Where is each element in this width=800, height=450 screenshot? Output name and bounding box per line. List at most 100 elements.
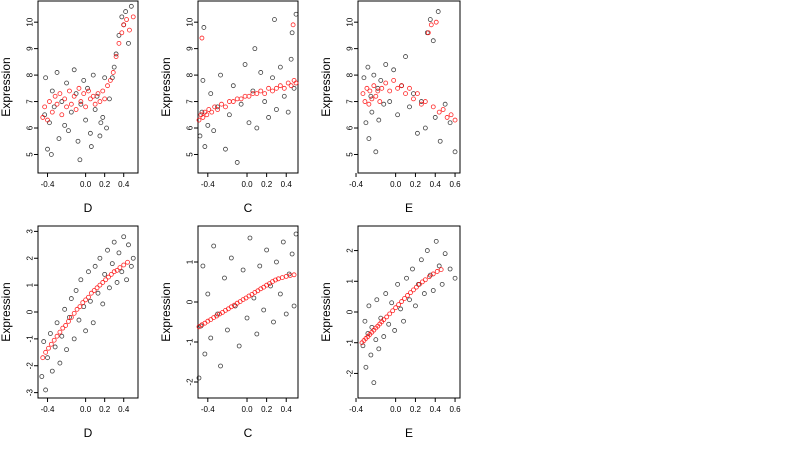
fitted-point bbox=[80, 300, 86, 305]
fitted-point bbox=[209, 109, 215, 115]
observed-point bbox=[391, 67, 397, 73]
observed-point bbox=[202, 351, 208, 357]
observed-point bbox=[268, 283, 273, 289]
observed-point bbox=[271, 319, 276, 325]
observed-point bbox=[59, 99, 65, 104]
fitted-point bbox=[49, 109, 55, 115]
scatter-panel-3: -0.4 0.0 0.2 0.4 0.6 5 6 7 8 9 10 E Expression bbox=[319, 0, 461, 215]
fitted-point bbox=[293, 80, 299, 86]
y-tick-label: 10 bbox=[26, 17, 35, 26]
observed-point bbox=[447, 266, 453, 272]
fitted-point bbox=[403, 91, 408, 97]
fitted-point bbox=[97, 282, 103, 288]
fitted-point bbox=[375, 88, 381, 94]
fitted-point bbox=[366, 101, 372, 107]
observed-point bbox=[234, 160, 240, 165]
observed-point bbox=[49, 88, 55, 94]
observed-point bbox=[98, 120, 104, 126]
observed-point bbox=[274, 259, 279, 265]
observed-point bbox=[403, 54, 408, 59]
fitted-point bbox=[47, 99, 52, 104]
x-axis-label: C bbox=[244, 426, 253, 440]
observed-point bbox=[223, 146, 228, 152]
observed-point bbox=[293, 231, 299, 237]
observed-point bbox=[100, 115, 106, 120]
fitted-point bbox=[422, 277, 428, 283]
observed-point bbox=[376, 346, 382, 352]
observed-point bbox=[116, 250, 122, 256]
plot-frame bbox=[197, 0, 299, 174]
observed-point bbox=[114, 280, 120, 285]
observed-point bbox=[439, 281, 445, 287]
y-tick-label: 1 bbox=[346, 279, 355, 284]
observed-point bbox=[228, 255, 234, 261]
fitted-point bbox=[215, 107, 221, 112]
y-axis-label: Expression bbox=[159, 57, 173, 116]
observed-point bbox=[41, 339, 47, 344]
fitted-point bbox=[373, 93, 379, 99]
fitted-point bbox=[436, 109, 442, 115]
fitted-point bbox=[242, 93, 248, 99]
x-tick-label: -0.4 bbox=[41, 405, 55, 414]
fitted-point bbox=[399, 299, 404, 304]
y-tick-label: 2 bbox=[346, 248, 355, 253]
observed-point bbox=[435, 9, 441, 14]
scatter-panel-2: -0.4 0.0 0.2 0.4 5 6 7 8 9 10 C Expression bbox=[159, 0, 299, 215]
x-tick-label: 0.2 bbox=[99, 180, 111, 189]
observed-point bbox=[281, 93, 287, 99]
fitted-point bbox=[102, 96, 108, 102]
fitted-point bbox=[364, 85, 370, 91]
observed-point bbox=[291, 85, 297, 91]
fitted-point bbox=[387, 88, 393, 94]
fitted-point bbox=[206, 107, 212, 112]
fitted-point bbox=[362, 99, 368, 104]
observed-point bbox=[111, 64, 117, 70]
observed-point bbox=[94, 93, 100, 99]
observed-point bbox=[54, 70, 60, 75]
observed-point bbox=[92, 263, 98, 269]
fitted-point bbox=[377, 99, 383, 104]
fitted-point bbox=[360, 91, 366, 97]
fitted-point bbox=[219, 101, 224, 107]
fitted-point bbox=[402, 296, 407, 301]
observed-point bbox=[369, 109, 375, 115]
fitted-point bbox=[63, 323, 69, 328]
fitted-point bbox=[223, 104, 228, 110]
observed-point bbox=[87, 130, 93, 136]
fitted-point bbox=[411, 96, 416, 102]
observed-point bbox=[413, 303, 418, 309]
observed-series bbox=[361, 9, 458, 155]
observed-point bbox=[383, 291, 389, 296]
fitted-point bbox=[107, 77, 113, 83]
y-tick-label: 9 bbox=[346, 46, 355, 51]
fitted-point bbox=[414, 284, 419, 290]
fitted-point bbox=[78, 99, 84, 104]
fitted-point bbox=[116, 40, 122, 46]
observed-point bbox=[196, 375, 202, 381]
fitted-point bbox=[57, 329, 63, 335]
fitted-point bbox=[73, 107, 79, 112]
fitted-point bbox=[83, 104, 89, 110]
fitted-point bbox=[100, 88, 106, 94]
fitted-point bbox=[124, 17, 129, 22]
fitted-point bbox=[200, 115, 206, 120]
observed-point bbox=[293, 11, 299, 17]
fitted-point bbox=[196, 117, 202, 123]
observed-point bbox=[289, 30, 295, 36]
fitted-point bbox=[430, 104, 436, 110]
observed-point bbox=[71, 67, 77, 73]
observed-point bbox=[258, 70, 264, 75]
observed-series bbox=[39, 234, 136, 393]
observed-point bbox=[277, 64, 283, 70]
fitted-point bbox=[262, 91, 268, 97]
observed-point bbox=[254, 125, 260, 131]
y-tick-label: 8 bbox=[186, 72, 195, 77]
observed-point bbox=[62, 122, 68, 128]
observed-point bbox=[43, 387, 49, 393]
fitted-point bbox=[254, 91, 260, 97]
fitted-point bbox=[199, 35, 205, 41]
fitted-point bbox=[250, 91, 256, 97]
x-tick-label: 0.2 bbox=[261, 180, 273, 189]
observed-point bbox=[389, 300, 395, 306]
